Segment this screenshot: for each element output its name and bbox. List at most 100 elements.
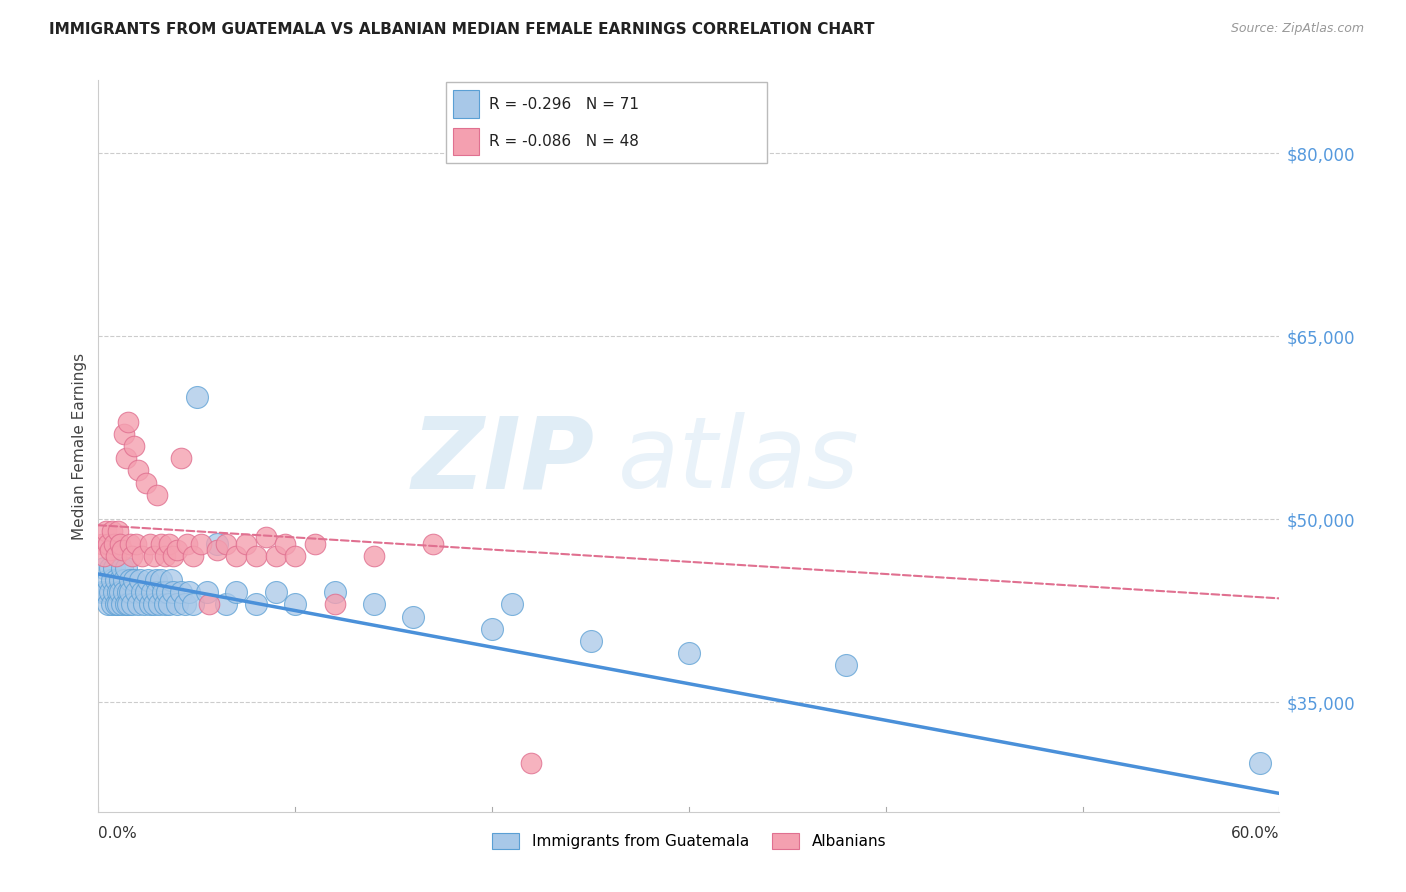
Point <box>245 549 267 563</box>
Point <box>132 598 155 612</box>
Point <box>101 524 124 539</box>
Point <box>93 561 115 575</box>
Text: R = -0.086   N = 48: R = -0.086 N = 48 <box>489 134 638 149</box>
Point <box>579 634 602 648</box>
Point <box>155 549 177 563</box>
Point <box>103 561 125 575</box>
Point <box>97 536 120 550</box>
Point <box>520 756 543 770</box>
Point <box>105 573 128 587</box>
Point <box>98 561 121 575</box>
Point <box>103 585 125 599</box>
Point <box>174 598 197 612</box>
Point <box>115 451 138 466</box>
Point <box>157 598 180 612</box>
Text: ZIP: ZIP <box>412 412 595 509</box>
Point <box>146 585 169 599</box>
Point <box>264 549 287 563</box>
Point <box>112 573 135 587</box>
Point <box>136 573 159 587</box>
Point <box>115 561 138 575</box>
Point <box>107 598 129 612</box>
Point <box>107 524 129 539</box>
Point <box>363 598 385 612</box>
Point <box>155 598 177 612</box>
Point <box>118 573 141 587</box>
Point <box>93 549 115 563</box>
Point <box>225 549 247 563</box>
Point <box>835 658 858 673</box>
Text: IMMIGRANTS FROM GUATEMALA VS ALBANIAN MEDIAN FEMALE EARNINGS CORRELATION CHART: IMMIGRANTS FROM GUATEMALA VS ALBANIAN ME… <box>49 22 875 37</box>
Point <box>96 585 118 599</box>
Point <box>170 585 193 599</box>
Point <box>176 536 198 550</box>
Point <box>150 536 173 550</box>
Point <box>323 585 346 599</box>
Text: atlas: atlas <box>619 412 859 509</box>
Point <box>363 549 385 563</box>
Point <box>101 598 124 612</box>
Point <box>323 598 346 612</box>
Point <box>481 622 503 636</box>
Point <box>422 536 444 550</box>
Point <box>235 536 257 550</box>
Point <box>170 451 193 466</box>
Bar <box>453 128 479 155</box>
Point <box>101 573 124 587</box>
Point <box>121 549 143 563</box>
Point <box>97 573 120 587</box>
Point <box>91 585 114 599</box>
Point <box>141 585 163 599</box>
Point <box>98 585 121 599</box>
Point <box>112 426 135 441</box>
Point <box>135 475 157 490</box>
Point <box>117 415 139 429</box>
Point <box>162 585 184 599</box>
Point <box>96 524 118 539</box>
Point <box>157 536 180 550</box>
Point <box>205 536 228 550</box>
Bar <box>453 90 479 118</box>
Point <box>111 598 134 612</box>
Point <box>284 549 307 563</box>
Point <box>177 585 200 599</box>
Point <box>264 585 287 599</box>
Point <box>181 598 204 612</box>
Point <box>195 585 218 599</box>
Point <box>138 536 160 550</box>
Point <box>304 536 326 550</box>
Point <box>121 598 143 612</box>
FancyBboxPatch shape <box>446 82 766 163</box>
Point <box>108 585 131 599</box>
Point <box>117 585 139 599</box>
Text: Source: ZipAtlas.com: Source: ZipAtlas.com <box>1230 22 1364 36</box>
Point <box>125 536 148 550</box>
Text: 0.0%: 0.0% <box>98 826 138 841</box>
Point <box>145 573 167 587</box>
Point <box>105 598 128 612</box>
Point <box>150 573 173 587</box>
Point <box>122 439 145 453</box>
Point <box>127 598 149 612</box>
Text: R = -0.296   N = 71: R = -0.296 N = 71 <box>489 96 640 112</box>
Point <box>118 536 141 550</box>
Point <box>131 585 153 599</box>
Point <box>501 598 523 612</box>
Point <box>118 585 141 599</box>
Point <box>135 585 157 599</box>
Point <box>125 585 148 599</box>
Point <box>166 542 188 557</box>
Point <box>245 598 267 612</box>
Point <box>115 598 138 612</box>
Point <box>97 598 120 612</box>
Legend: Immigrants from Guatemala, Albanians: Immigrants from Guatemala, Albanians <box>485 827 893 855</box>
Point <box>215 598 238 612</box>
Point <box>197 598 219 612</box>
Point <box>162 549 184 563</box>
Point <box>166 598 188 612</box>
Point <box>274 536 297 550</box>
Point <box>103 536 125 550</box>
Point <box>1249 756 1271 770</box>
Point <box>108 573 131 587</box>
Point <box>678 646 700 660</box>
